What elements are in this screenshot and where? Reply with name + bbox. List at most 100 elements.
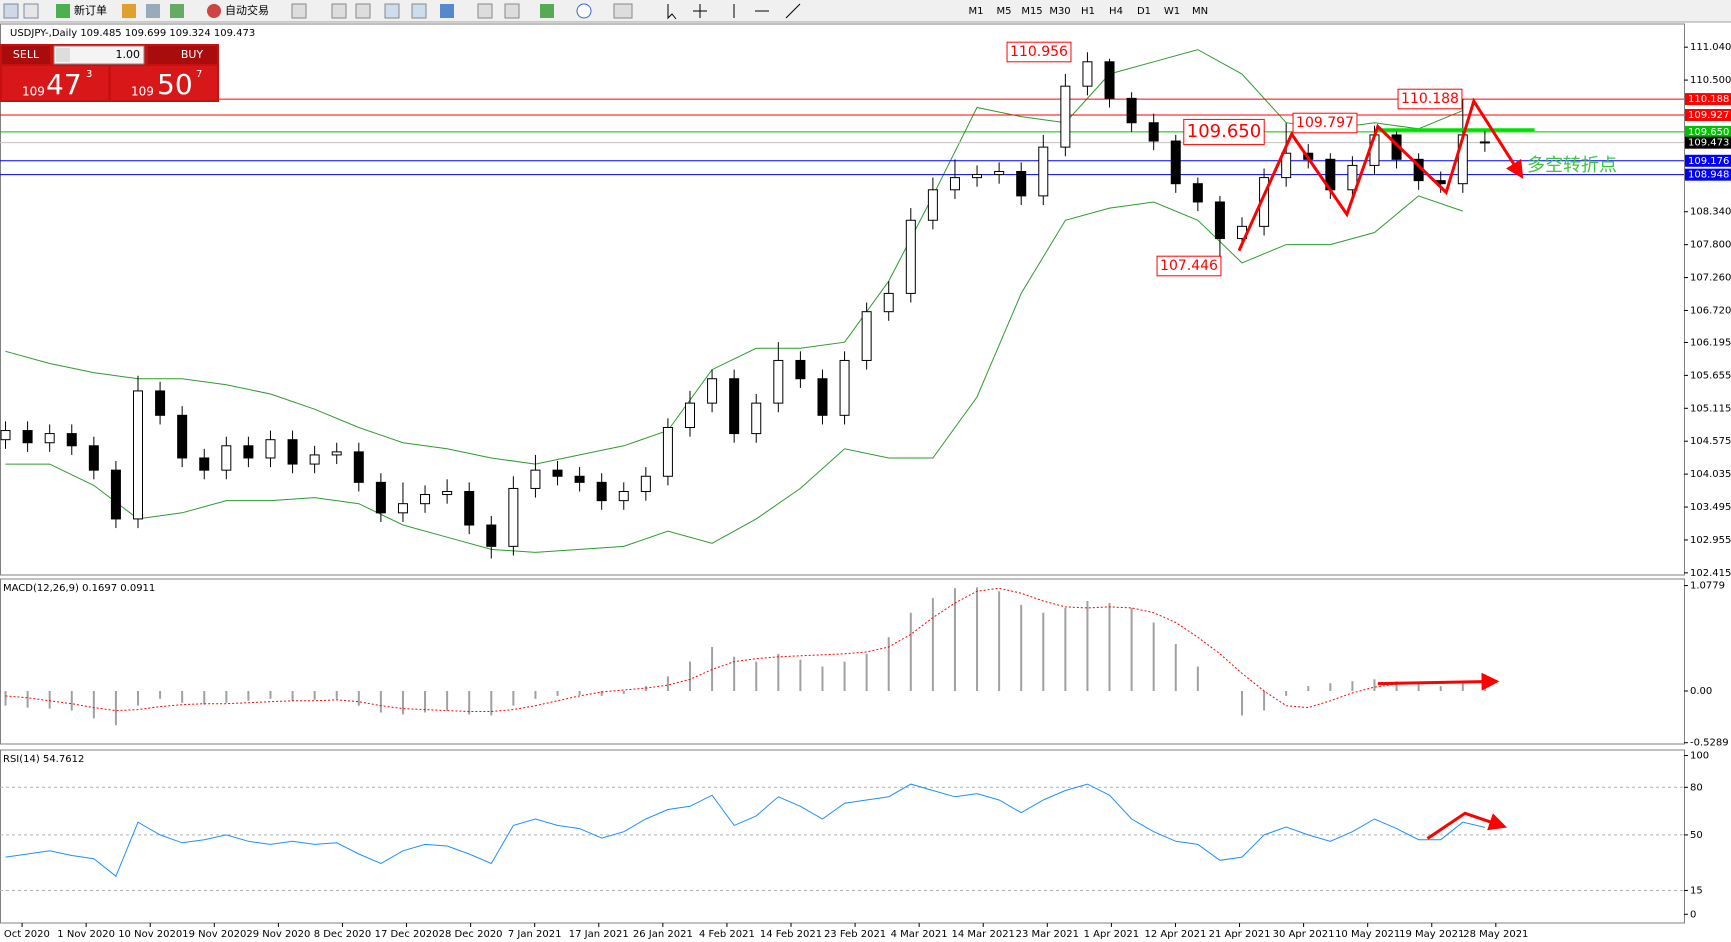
price-callout: 107.446 [1160, 258, 1218, 274]
x-tick-label: 1 Nov 2020 [57, 929, 115, 940]
candle-body [287, 439, 298, 465]
x-tick-label: 28 Dec 2020 [439, 929, 503, 940]
sell-button[interactable] [2, 46, 50, 64]
icon[interactable] [3, 3, 19, 19]
timeframe[interactable]: M15 [1021, 6, 1042, 17]
x-tick-label: 8 Dec 2020 [314, 929, 372, 940]
icon[interactable] [355, 3, 371, 19]
lot-value[interactable]: 1.00 [116, 48, 141, 61]
candle-body [110, 469, 121, 520]
candle-body [883, 292, 894, 313]
candle-body [662, 426, 673, 477]
icon[interactable] [170, 4, 184, 18]
timeframe[interactable]: W1 [1164, 6, 1180, 17]
timeframe[interactable]: D1 [1137, 6, 1151, 17]
panel-frame [0, 749, 1685, 924]
candle-body [420, 494, 431, 505]
crosshair-icon[interactable] [693, 4, 707, 18]
x-tick-label: 12 Apr 2021 [1145, 929, 1207, 940]
draw-icons[interactable] [733, 3, 801, 19]
icon[interactable] [146, 4, 160, 18]
buy-label[interactable]: BUY [181, 48, 204, 61]
price-level-tag [1685, 109, 1731, 122]
x-tick-label: 4 Feb 2021 [699, 929, 755, 940]
candle-body [1347, 164, 1358, 191]
y-tick-label: 107.800 [1690, 240, 1731, 251]
new-order-icon[interactable] [56, 4, 70, 18]
lot-spinner[interactable] [56, 48, 70, 62]
toolbar-bg [0, 0, 1731, 22]
timeframe[interactable]: M1 [969, 6, 984, 17]
icon[interactable] [411, 3, 427, 19]
y-tick-label: -0.5289 [1690, 738, 1729, 749]
y-tick-label: 104.035 [1690, 469, 1731, 480]
macd-signal [5, 587, 1485, 712]
candle-body [817, 378, 828, 416]
buy-price-box[interactable] [111, 66, 217, 100]
x-tick-label: 23 Feb 2021 [824, 929, 886, 940]
candle-body [729, 378, 740, 435]
icon[interactable] [331, 3, 347, 19]
x-tick-label: 28 May 2021 [1463, 929, 1528, 940]
x-tick-label: 10 Nov 2020 [118, 929, 182, 940]
candle-body [88, 445, 99, 471]
y-tick-label: 103.495 [1690, 502, 1731, 513]
icon[interactable] [23, 3, 39, 19]
icon[interactable] [477, 3, 493, 19]
icon[interactable] [291, 3, 307, 19]
y-tick-label: 0.00 [1690, 686, 1712, 697]
candle-body [1016, 171, 1027, 197]
y-tick-label: 100 [1690, 751, 1709, 762]
icon[interactable] [540, 4, 554, 18]
icon[interactable] [576, 3, 592, 19]
x-tick-label: 14 Mar 2021 [952, 929, 1015, 940]
drawings [1237, 97, 1535, 840]
y-tick-label: 108.340 [1690, 207, 1731, 218]
auto-trading-icon[interactable] [207, 4, 221, 18]
candle-body [397, 503, 408, 514]
timeframe[interactable]: M5 [997, 6, 1012, 17]
ask-sup: 7 [196, 69, 202, 80]
lot-input[interactable] [53, 45, 145, 65]
timeframe[interactable]: MN [1192, 6, 1208, 17]
candle-body [66, 433, 77, 447]
price-level-tag [1685, 93, 1731, 106]
price-callout: 109.650 [1187, 121, 1261, 142]
icon[interactable] [122, 4, 136, 18]
candle-body [1214, 201, 1225, 240]
icon[interactable] [440, 4, 454, 18]
candle-body [1479, 141, 1490, 144]
candle-body [464, 490, 475, 526]
candle-body [133, 390, 143, 520]
candle-body [685, 402, 695, 428]
candle-body [905, 219, 916, 294]
x-tick-label: 17 Jan 2021 [569, 929, 629, 940]
candle-body [839, 359, 850, 416]
buy-button[interactable] [148, 46, 217, 64]
candle-body [1170, 140, 1181, 185]
bid-sup: 3 [86, 69, 92, 80]
timeframe[interactable]: H4 [1109, 6, 1123, 17]
icon[interactable] [384, 3, 400, 19]
cursor-icon[interactable] [667, 4, 677, 20]
sell-label[interactable]: SELL [13, 48, 40, 61]
auto-trading[interactable]: 自动交易 [225, 3, 269, 17]
icon[interactable] [504, 3, 520, 19]
new-order[interactable]: 新订单 [74, 3, 107, 17]
price-level-label: 109.176 [1688, 156, 1729, 167]
sell-price-box[interactable] [2, 66, 108, 100]
y-tick-label: 0 [1690, 909, 1696, 920]
timeframe[interactable]: M30 [1049, 6, 1070, 17]
x-tick-label: 7 Jan 2021 [508, 929, 562, 940]
icon[interactable] [613, 3, 633, 19]
timeframe[interactable]: H1 [1081, 6, 1095, 17]
indicator-title: MACD(12,26,9) 0.1697 0.0911 [3, 583, 155, 594]
price-level-label: 109.927 [1688, 110, 1729, 121]
candle-body [707, 378, 718, 404]
candle-body [331, 451, 342, 456]
y-tick-label: 107.260 [1690, 273, 1731, 284]
price-callout: 110.956 [1010, 44, 1068, 60]
bid-big: 109 [22, 85, 45, 99]
candle-body [1038, 146, 1049, 197]
candle-body [44, 433, 55, 444]
